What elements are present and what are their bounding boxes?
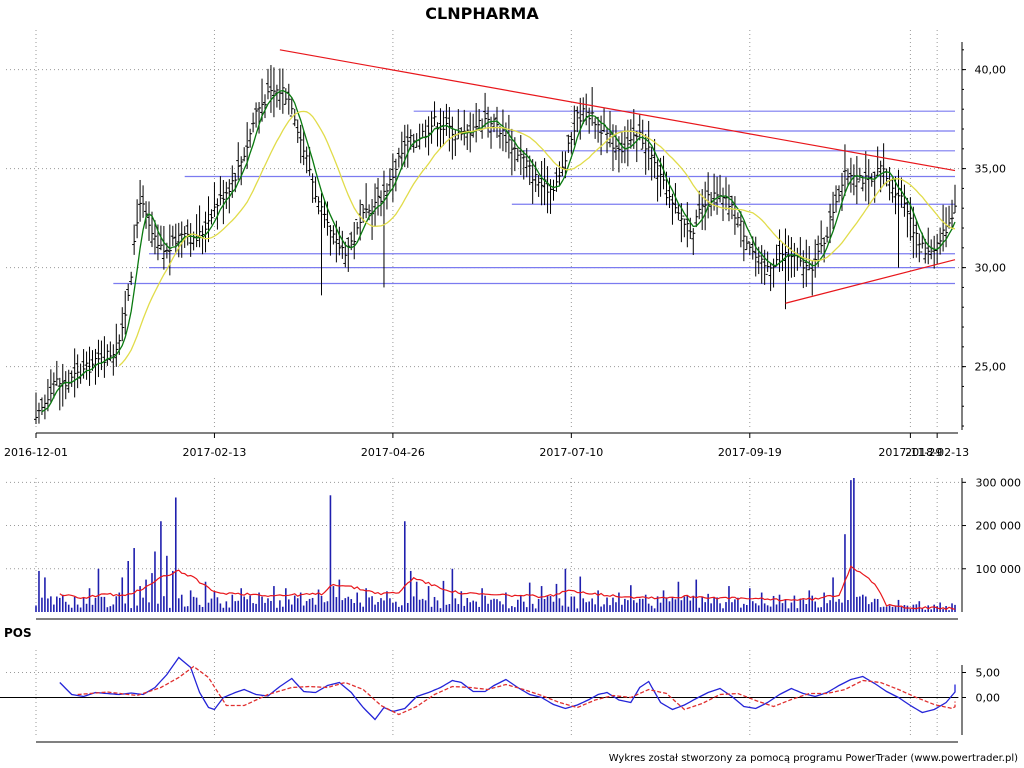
pos-grid [0, 650, 961, 735]
price-tick-label: 40,00 [975, 64, 1007, 77]
volume-grid [6, 478, 961, 612]
support-resistance-lines [113, 110, 955, 285]
date-tick-label: 2018-02-13 [905, 446, 969, 459]
pos-lines [59, 656, 956, 721]
moving-averages [41, 89, 956, 413]
trendline [279, 49, 956, 172]
pos-axis: 0,00 5,00 [36, 665, 1001, 743]
credit-text: Wykres został stworzony za pomocą progra… [609, 753, 1018, 764]
trendline [785, 259, 956, 304]
volume-axis: 100 000 200 000 300 000 [36, 476, 1022, 620]
date-axis: 2016-12-01 2017-02-13 2017-04-26 2017-07-10… [4, 432, 969, 459]
pos-line [59, 656, 956, 721]
price-candles [34, 65, 957, 424]
volume-average-line [59, 565, 956, 611]
price-tick-label: 35,00 [975, 163, 1007, 176]
price-tick-label: 25,00 [975, 361, 1007, 374]
pos-signal-line [77, 665, 956, 716]
price-tick-label: 30,00 [975, 262, 1007, 275]
volume-bars [35, 478, 956, 612]
pos-title: POS [4, 626, 32, 640]
volume-tick-label: 100 000 [976, 563, 1022, 576]
date-tick-label: 2017-04-26 [361, 446, 425, 459]
ma-fast-line [41, 89, 956, 413]
date-tick-label: 2016-12-01 [4, 446, 68, 459]
pos-tick-label: 5,00 [976, 667, 1001, 680]
volume-average [59, 565, 956, 611]
date-tick-label: 2017-02-13 [182, 446, 246, 459]
date-tick-label: 2017-09-19 [718, 446, 782, 459]
ma-slow-line [118, 110, 956, 367]
pos-tick-label: 0,00 [976, 692, 1001, 705]
volume-tick-label: 200 000 [976, 520, 1022, 533]
price-axis: 25,00 30,00 35,00 40,00 [961, 42, 1007, 430]
date-tick-label: 2017-11-29 [878, 446, 942, 459]
trendlines [279, 49, 956, 304]
chart-title: CLNPHARMA [425, 4, 539, 23]
volume-tick-label: 300 000 [976, 476, 1022, 489]
date-tick-label: 2017-07-10 [539, 446, 603, 459]
